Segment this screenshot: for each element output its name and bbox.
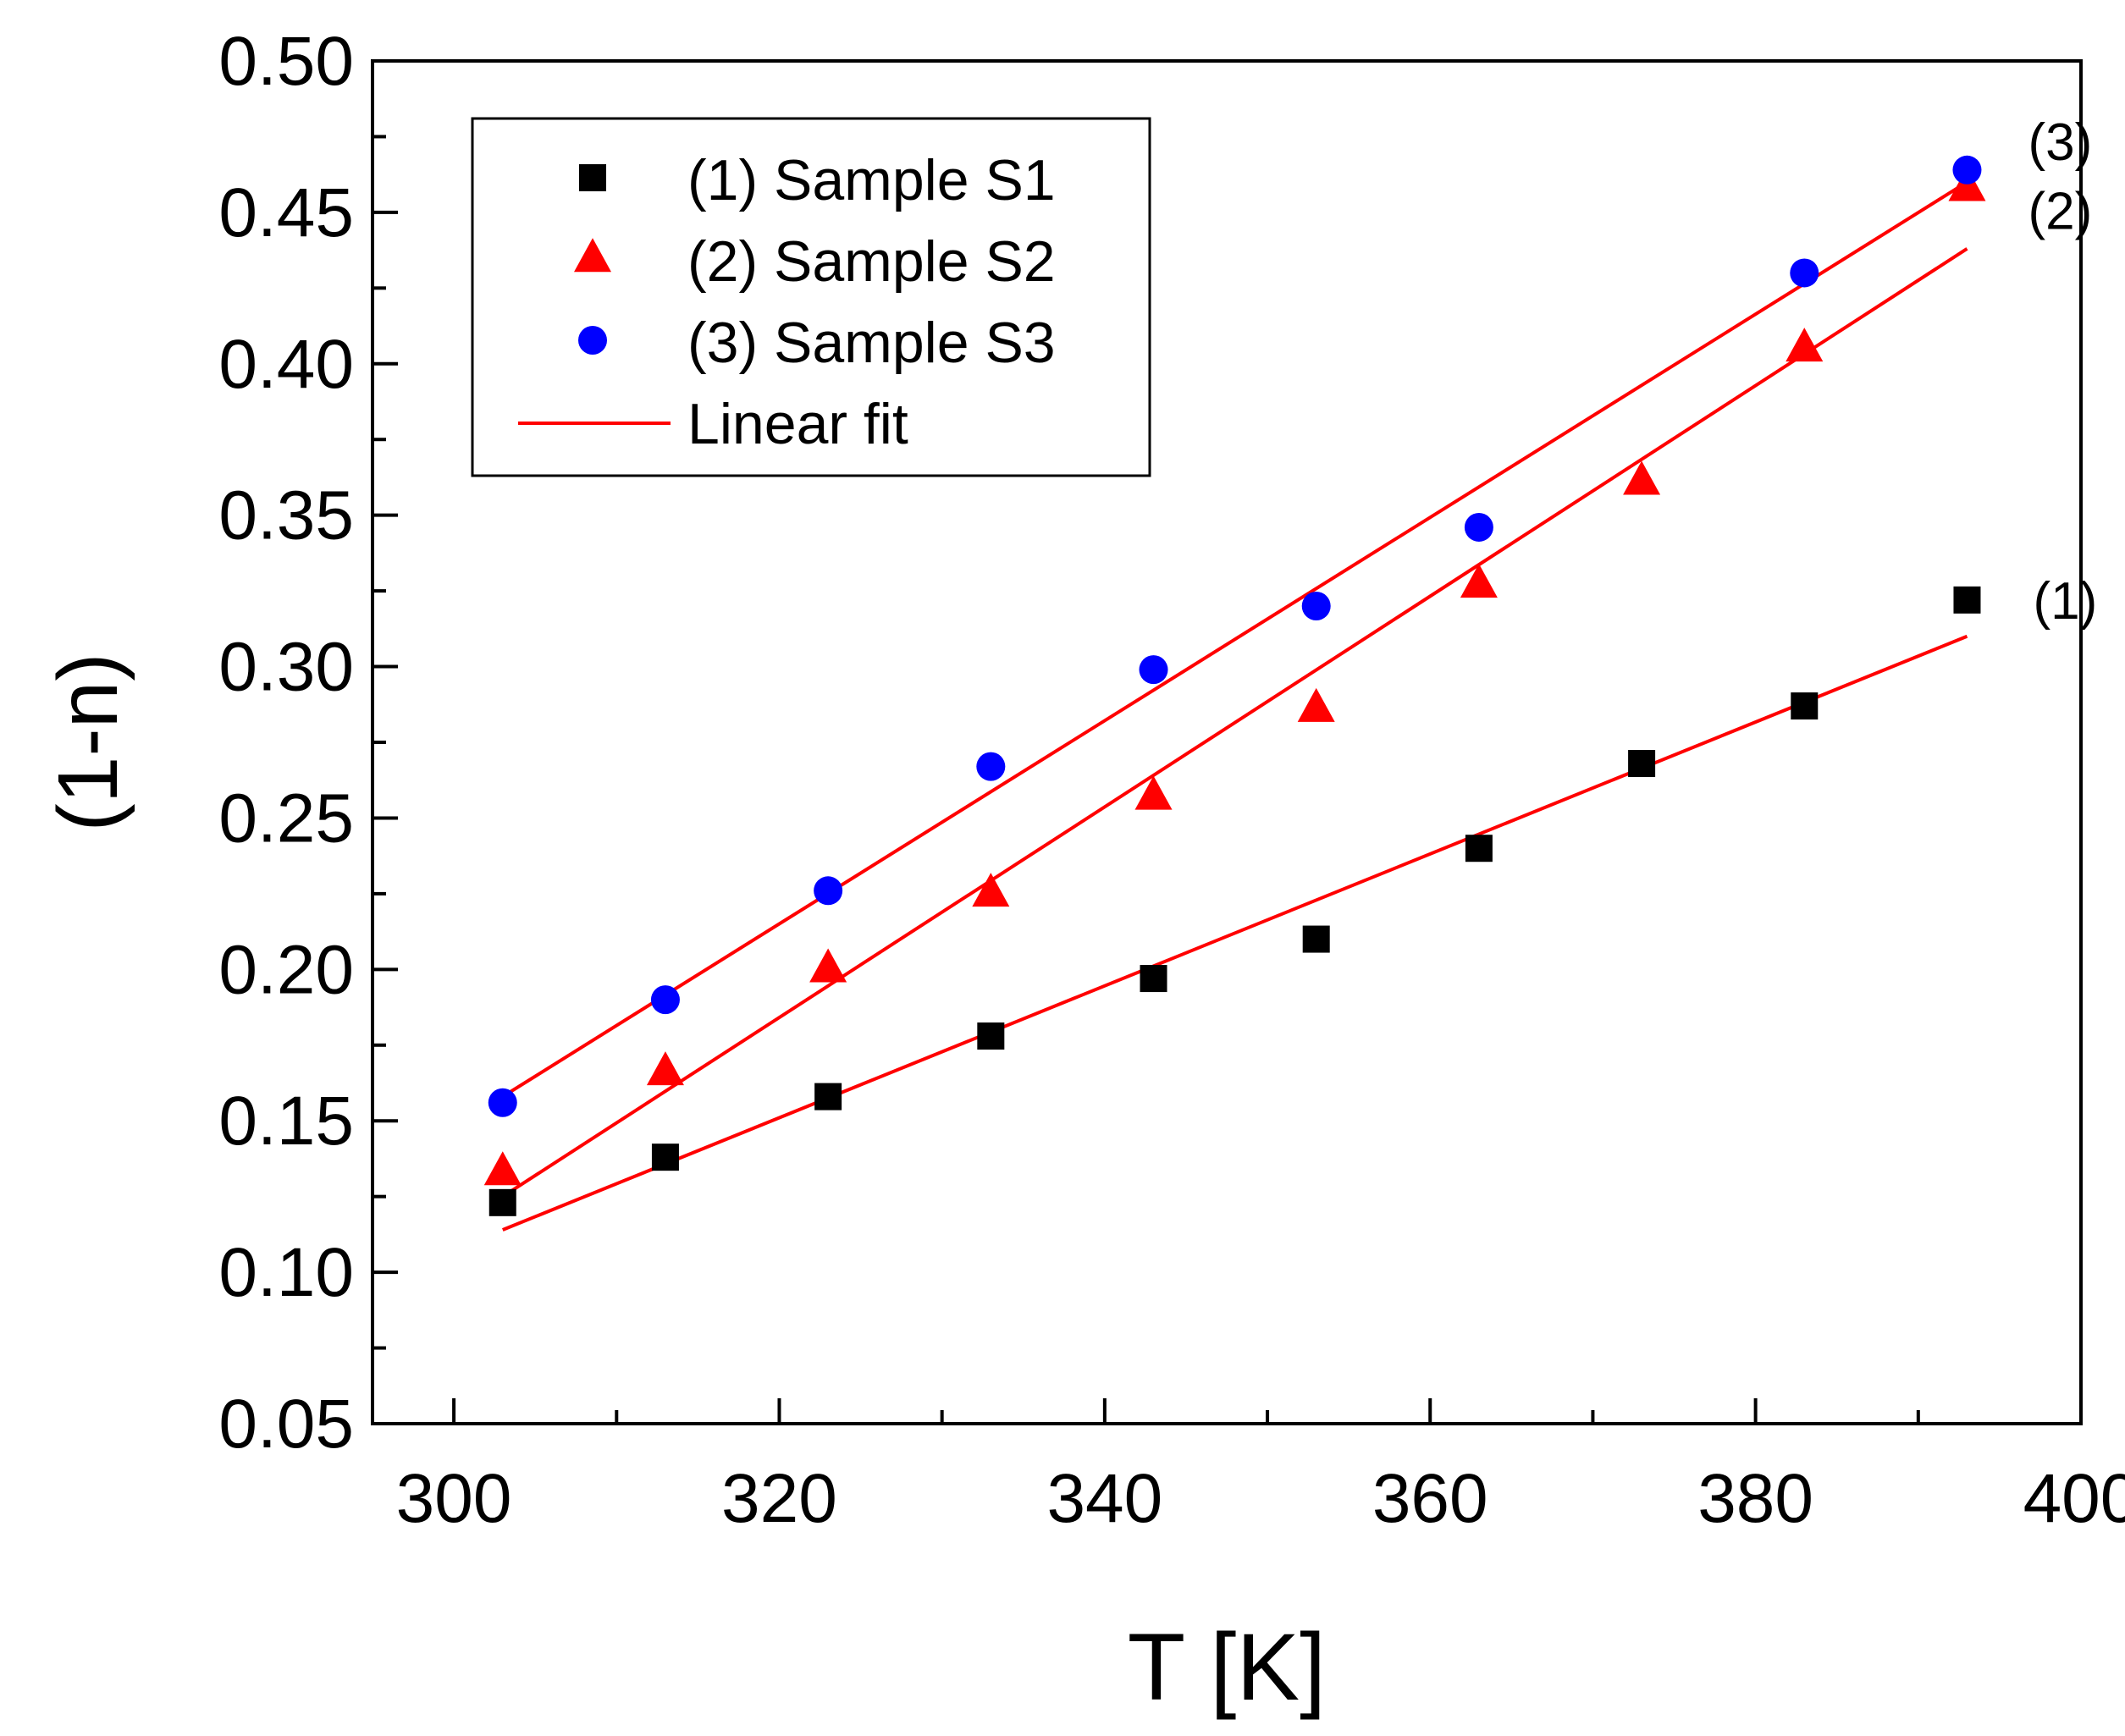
x-tick-label: 380 <box>1697 1460 1813 1537</box>
data-point <box>483 1151 522 1186</box>
data-point <box>1460 564 1498 598</box>
data-point <box>1786 328 1824 362</box>
x-tick-label: 400 <box>2023 1460 2125 1537</box>
data-point <box>1623 460 1661 495</box>
plot-frame <box>371 59 2083 1425</box>
legend-marker <box>579 164 606 191</box>
y-tick-label: 0.30 <box>218 629 354 706</box>
y-axis-ticks: 0.05 0.10 0.15 0.20 0.25 0.30 0.35 0.40 0.45 0.50 <box>218 23 398 1463</box>
data-point <box>1952 155 1982 185</box>
legend-marker <box>578 326 607 355</box>
legend: (1) Sample S1 (2) Sample S2 (3) Sample S3 L… <box>471 117 1151 477</box>
x-axis-title: T [K] <box>1128 1614 1326 1720</box>
data-point <box>814 876 843 906</box>
y-tick-label: 0.50 <box>218 23 354 100</box>
data-point <box>488 1188 516 1216</box>
data-point <box>1791 692 1819 720</box>
data-point <box>1297 687 1335 722</box>
fit-line <box>501 247 1968 1199</box>
data-point <box>1140 965 1167 993</box>
data-point <box>1464 512 1493 542</box>
data-point <box>651 1144 679 1171</box>
data-point <box>488 1088 517 1117</box>
data-point <box>650 985 680 1015</box>
y-tick-label: 0.15 <box>218 1083 354 1160</box>
data-markers <box>483 155 1986 1216</box>
series-tag-label: (2) <box>2028 182 2092 240</box>
fit-line <box>501 180 1968 1099</box>
fit-lines <box>501 180 1968 1232</box>
series-tag-label: (3) <box>2028 113 2092 172</box>
data-point <box>1953 586 1981 614</box>
y-tick-label: 0.25 <box>218 780 354 857</box>
data-point <box>1134 775 1173 810</box>
y-tick-label: 0.05 <box>218 1386 354 1463</box>
data-point <box>972 873 1010 907</box>
y-tick-label: 0.45 <box>218 174 354 251</box>
data-point <box>1790 258 1819 288</box>
data-point <box>809 948 847 983</box>
y-tick-label: 0.10 <box>218 1234 354 1311</box>
legend-marker <box>574 238 611 273</box>
y-axis-title: (1-n) <box>41 653 135 831</box>
data-point <box>814 1083 842 1110</box>
legend-label: Linear fit <box>687 392 908 456</box>
data-point <box>976 752 1006 781</box>
series-tag-label: (1) <box>2033 572 2097 631</box>
series-tags: (1) (2) (3) <box>2028 113 2097 631</box>
y-tick-label: 0.40 <box>218 326 354 403</box>
data-point <box>646 1051 684 1086</box>
data-point <box>977 1022 1005 1050</box>
fit-line <box>502 634 1968 1232</box>
x-tick-label: 320 <box>721 1460 837 1537</box>
data-point <box>1302 925 1330 953</box>
data-point <box>1465 835 1493 862</box>
data-point <box>1628 750 1656 778</box>
data-point <box>1301 592 1331 620</box>
legend-label: (1) Sample S1 <box>687 148 1056 212</box>
x-axis-ticks: 300 320 340 360 380 400 <box>396 1398 2125 1537</box>
x-tick-label: 300 <box>396 1460 512 1537</box>
y-tick-label: 0.35 <box>218 477 354 554</box>
legend-label: (3) Sample S3 <box>687 311 1056 375</box>
legend-label: (2) Sample S2 <box>687 229 1056 294</box>
x-tick-label: 360 <box>1372 1460 1488 1537</box>
x-tick-label: 340 <box>1046 1460 1162 1537</box>
y-tick-label: 0.20 <box>218 931 354 1008</box>
data-point <box>1139 655 1168 685</box>
